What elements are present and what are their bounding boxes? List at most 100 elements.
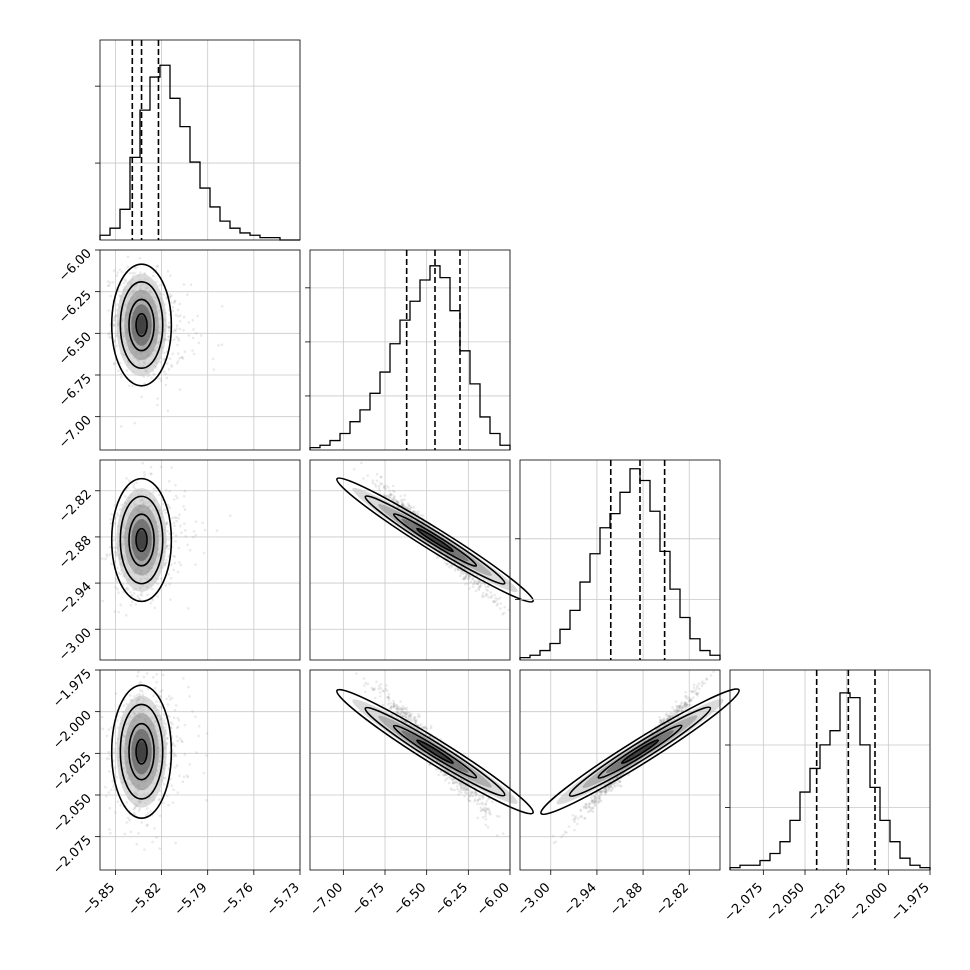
sample-point — [116, 271, 120, 274]
sample-point — [101, 727, 105, 731]
sample-point — [113, 319, 116, 323]
sample-point — [139, 680, 143, 684]
sample-point — [168, 295, 172, 299]
sample-point — [171, 309, 175, 313]
sample-point — [135, 266, 138, 269]
sample-point — [191, 535, 195, 539]
sample-point — [192, 530, 196, 533]
sample-point — [136, 674, 139, 678]
sample-point — [459, 786, 463, 789]
sample-point — [178, 356, 181, 360]
sample-point — [201, 521, 205, 525]
sample-point — [163, 351, 166, 355]
sample-point — [122, 281, 126, 285]
sample-point — [106, 284, 110, 288]
sample-point — [165, 544, 169, 548]
sample-point — [389, 701, 392, 705]
sample-point — [700, 684, 704, 688]
sample-point — [125, 821, 129, 824]
sample-point — [481, 595, 485, 599]
sample-point — [178, 774, 181, 778]
sample-point — [197, 341, 201, 345]
sample-point — [136, 594, 140, 598]
sample-point — [113, 361, 116, 365]
sample-point — [567, 825, 571, 828]
sample-point — [159, 465, 163, 469]
sample-point — [173, 299, 177, 302]
sample-point — [158, 814, 162, 818]
sample-point — [182, 677, 185, 680]
sample-point — [159, 379, 163, 383]
y-tick-label: −6.25 — [56, 288, 95, 327]
panel-3-0: −5.85 −5.82 −5.79 −5.76 −5.73−2.075−2.050−2.… — [50, 666, 303, 919]
sample-point — [169, 721, 173, 724]
sample-point — [176, 496, 179, 500]
x-tick-label: −5.73 — [264, 880, 303, 919]
sample-point — [176, 352, 180, 355]
sample-point — [456, 787, 459, 791]
sample-point — [143, 382, 146, 385]
sample-point — [205, 799, 208, 802]
sample-point — [113, 318, 116, 321]
sample-point — [442, 773, 445, 777]
sample-point — [114, 766, 117, 769]
sample-point — [362, 677, 366, 680]
panel-frame — [309, 249, 511, 451]
sample-point — [212, 368, 216, 371]
sample-point — [177, 516, 180, 520]
sample-point — [105, 553, 108, 556]
sample-point — [215, 529, 219, 532]
sample-point — [229, 514, 232, 517]
sample-point — [378, 489, 381, 492]
sample-point — [165, 521, 169, 524]
sample-point — [399, 494, 402, 498]
sample-point — [176, 739, 179, 743]
sample-point — [182, 328, 185, 332]
panel-0-0 — [95, 39, 301, 241]
sample-point — [467, 799, 471, 803]
sample-point — [171, 352, 174, 356]
sample-point — [418, 714, 421, 718]
sample-point — [412, 506, 415, 509]
sample-point — [476, 816, 479, 820]
sample-point — [108, 754, 111, 757]
sample-point — [187, 685, 190, 689]
sample-point — [384, 684, 388, 687]
sample-point — [109, 788, 113, 792]
sample-point — [484, 818, 488, 821]
sample-point — [107, 333, 110, 336]
sample-point — [495, 834, 499, 837]
sample-point — [489, 591, 493, 594]
sample-point — [501, 612, 505, 616]
sample-point — [157, 798, 161, 802]
sample-point — [179, 563, 183, 567]
sample-point — [168, 293, 171, 296]
sample-point — [118, 361, 122, 365]
sample-point — [112, 324, 116, 328]
y-tick-label: −6.50 — [56, 330, 95, 369]
sample-point — [380, 482, 384, 486]
sample-point — [463, 788, 466, 792]
sample-point — [487, 807, 491, 811]
y-tick-label: −6.75 — [56, 371, 95, 410]
sample-point — [167, 329, 171, 332]
sample-point — [370, 686, 374, 690]
sample-point — [401, 503, 404, 506]
sample-point — [162, 358, 166, 361]
sample-point — [178, 327, 182, 331]
sample-point — [392, 701, 396, 705]
sample-point — [355, 672, 358, 675]
x-tick-label: −5.85 — [79, 880, 118, 919]
sample-point — [378, 691, 382, 694]
sample-point — [145, 807, 149, 810]
sample-point — [366, 474, 370, 477]
sample-point — [437, 773, 441, 777]
sample-point — [132, 483, 136, 486]
sample-point — [186, 293, 189, 296]
sample-point — [118, 268, 122, 272]
sample-point — [107, 284, 111, 287]
sample-point — [165, 558, 168, 562]
sample-point — [392, 699, 395, 703]
sample-point — [406, 502, 410, 506]
sample-point — [196, 314, 199, 318]
